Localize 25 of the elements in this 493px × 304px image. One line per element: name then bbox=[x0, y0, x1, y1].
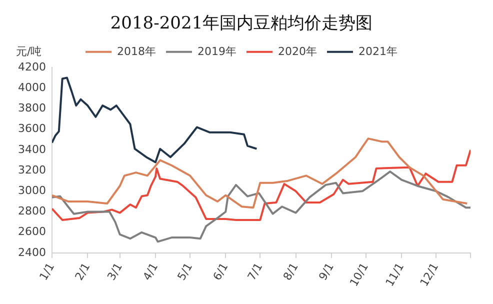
x-tick-label: 6/1 bbox=[210, 260, 231, 283]
x-tick-label: 1/1 bbox=[36, 260, 58, 283]
y-tick-label: 2800 bbox=[18, 204, 46, 218]
x-tick-label: 5/1 bbox=[174, 260, 196, 283]
y-axis-title: 元/吨 bbox=[16, 44, 42, 58]
y-tick-label: 3800 bbox=[18, 102, 46, 115]
x-tick-label: 3/1 bbox=[104, 260, 125, 283]
y-tick-label: 3600 bbox=[18, 122, 46, 136]
legend-label: 2019年 bbox=[198, 44, 237, 58]
x-tick-label: 8/1 bbox=[280, 260, 301, 283]
y-tick-label: 4000 bbox=[18, 80, 46, 94]
x-tick-label: 9/1 bbox=[316, 260, 336, 283]
y-tick-label: 3000 bbox=[18, 184, 46, 197]
chart-title: 2018-2021年国内豆粕均价走势图 bbox=[110, 14, 373, 34]
y-tick-label: 3200 bbox=[18, 163, 46, 176]
legend-label: 2018年 bbox=[117, 44, 156, 58]
x-tick-label: 2/1 bbox=[72, 260, 93, 283]
x-tick-label: 4/1 bbox=[140, 260, 161, 283]
legend-label: 2021年 bbox=[358, 44, 398, 58]
y-tick-label: 4200 bbox=[18, 60, 46, 74]
x-tick-label: 7/1 bbox=[245, 260, 266, 283]
legend-label: 2020年 bbox=[278, 44, 317, 58]
y-tick-label: 2400 bbox=[18, 246, 46, 259]
y-tick-label: 2600 bbox=[18, 225, 46, 238]
y-tick-label: 3400 bbox=[18, 142, 46, 156]
